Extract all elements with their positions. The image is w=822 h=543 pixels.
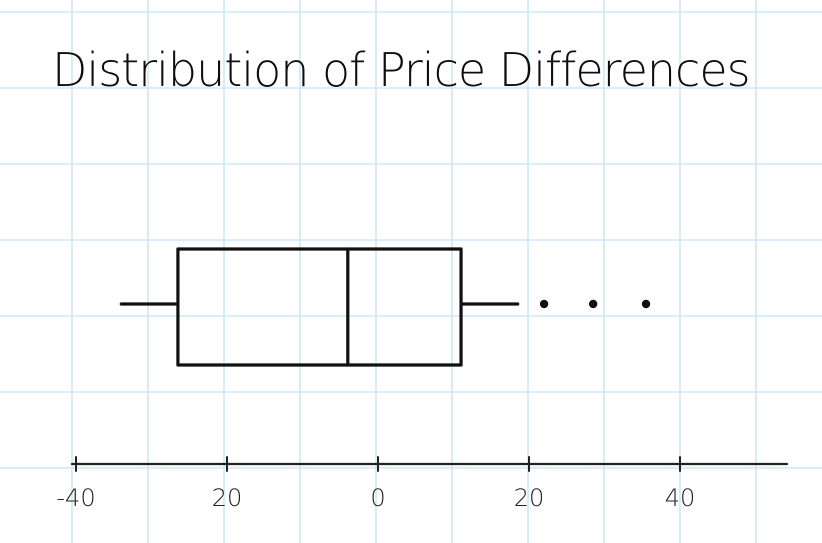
x-tick-label: 0 <box>370 484 385 512</box>
x-tick-label: 40 <box>665 484 696 512</box>
outlier-point <box>588 299 598 309</box>
x-tick-label: 20 <box>514 484 545 512</box>
chart-title: Distribution of Price Differences <box>52 43 750 97</box>
outlier-point <box>641 299 651 309</box>
x-tick-label: -40 <box>56 484 95 512</box>
x-tick-label: 20 <box>212 484 243 512</box>
outlier-point <box>539 299 549 309</box>
x-axis: -40 20 0 20 40 <box>56 456 789 512</box>
interquartile-box <box>176 247 463 367</box>
box-plot <box>119 247 651 367</box>
